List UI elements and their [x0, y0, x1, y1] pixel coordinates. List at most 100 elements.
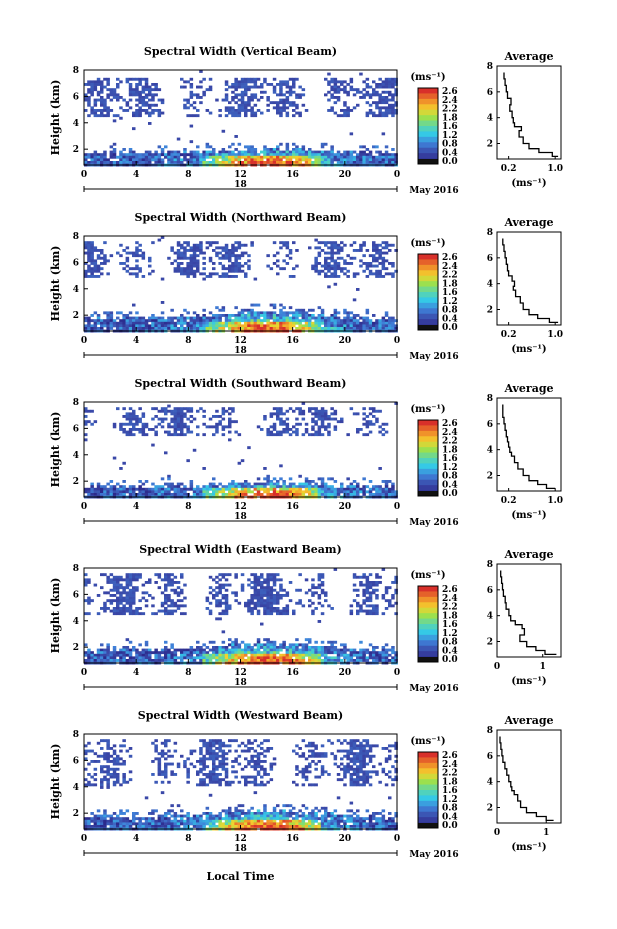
heatmap-cell	[112, 653, 117, 657]
heatmap-cell	[372, 651, 376, 655]
heatmap-cell	[381, 259, 386, 263]
heatmap-cell	[343, 111, 347, 115]
heatmap-cell	[282, 487, 286, 491]
heatmap-cell	[128, 659, 133, 662]
heatmap-cell	[324, 259, 328, 263]
heatmap-cell	[365, 111, 370, 115]
colorbar-tick-label: 2.6	[442, 253, 458, 263]
heatmap-cell	[128, 415, 133, 418]
heatmap-cell	[167, 319, 171, 323]
heatmap-cell	[247, 578, 251, 582]
heatmap-cell	[349, 132, 354, 136]
heatmap-cell	[394, 103, 398, 107]
heatmap-cell	[122, 153, 126, 157]
heatmap-cell	[314, 586, 318, 590]
heatmap-cell	[352, 324, 357, 328]
heatmap-cell	[87, 741, 91, 745]
heatmap-cell	[346, 314, 350, 317]
heatmap-cell	[336, 653, 341, 657]
heatmap-cell	[304, 324, 309, 328]
heatmap-cell	[144, 80, 149, 84]
heatmap-cell	[157, 145, 162, 149]
heatmap-cell	[141, 98, 146, 102]
heatmap-cell	[247, 487, 251, 491]
heatmap-cell	[154, 415, 158, 418]
heatmap-cell	[362, 407, 366, 411]
heatmap-cell	[186, 316, 190, 320]
heatmap-cell	[151, 659, 155, 662]
heatmap-cell	[292, 241, 296, 245]
heatmap-cell	[282, 243, 286, 247]
heatmap-cell	[90, 275, 94, 278]
heatmap-cell	[320, 493, 325, 496]
heatmap-cell	[100, 656, 104, 660]
heatmap-cell	[122, 744, 126, 748]
heatmap-cell	[224, 573, 229, 577]
heatmap-cell	[346, 254, 350, 258]
avg-y-tick-label: 6	[487, 420, 493, 430]
heatmap-cell	[106, 319, 110, 323]
heatmap-cell	[314, 482, 318, 486]
heatmap-cell	[346, 316, 350, 320]
heatmap-cell	[151, 417, 155, 421]
heatmap-cell	[320, 581, 325, 584]
heatmap-cell	[148, 581, 152, 584]
heatmap-cell	[125, 651, 130, 655]
heatmap-cell	[160, 417, 165, 421]
heatmap-cell	[90, 88, 94, 92]
heatmap-cell	[109, 88, 114, 92]
heatmap-cell	[372, 243, 376, 247]
heatmap-cell	[301, 148, 306, 151]
heatmap-cell	[285, 490, 290, 494]
heatmap-cell	[183, 80, 187, 84]
heatmap-cell	[244, 150, 248, 154]
heatmap-cell	[90, 656, 94, 660]
heatmap-cell	[250, 98, 254, 102]
heatmap-cell	[298, 85, 302, 89]
heatmap-cell	[228, 653, 232, 657]
heatmap-cell	[199, 249, 203, 252]
heatmap-cell	[375, 319, 379, 323]
heatmap-cell	[109, 651, 114, 655]
y-tick-label: 2	[73, 145, 79, 155]
heatmap-cell	[391, 648, 395, 652]
heatmap-cell	[250, 319, 254, 323]
heatmap-cell	[84, 158, 88, 162]
heatmap-cell	[96, 158, 101, 162]
heatmap-cell	[247, 153, 251, 157]
heatmap-cell	[192, 269, 197, 273]
heatmap-cell	[116, 155, 120, 159]
colorbar-tick-label: 1.2	[442, 297, 458, 307]
heatmap-cell	[93, 656, 98, 660]
heatmap-cell	[96, 485, 101, 489]
heatmap-cell	[343, 85, 347, 89]
heatmap-cell	[151, 96, 155, 99]
heatmap-cell	[292, 319, 296, 323]
heatmap-cell	[240, 493, 245, 496]
heatmap-cell	[295, 588, 299, 592]
heatmap-cell	[266, 430, 270, 434]
heatmap-cell	[381, 612, 386, 616]
heatmap-cell	[202, 467, 206, 470]
heatmap-cell	[106, 482, 110, 486]
heatmap-cell	[298, 422, 302, 426]
heatmap-cell	[189, 262, 194, 265]
avg-y-tick-label: 8	[487, 228, 493, 238]
heatmap-cell	[285, 98, 290, 102]
heatmap-cell	[103, 648, 107, 652]
heatmap-cell	[144, 85, 149, 89]
heatmap-cell	[231, 480, 235, 483]
heatmap-cell	[260, 591, 264, 595]
heatmap-cell	[298, 599, 302, 603]
heatmap-cell	[112, 651, 117, 655]
heatmap-cell	[231, 314, 235, 317]
heatmap-cell	[244, 101, 248, 105]
heatmap-cell	[359, 487, 363, 491]
heatmap-cell	[154, 93, 158, 97]
heatmap-cell	[106, 765, 110, 769]
heatmap-cell	[125, 591, 130, 595]
heatmap-cell	[388, 653, 392, 657]
heatmap-cell	[365, 262, 370, 265]
heatmap-cell	[349, 77, 354, 81]
x-tick-label: 16	[286, 502, 299, 512]
